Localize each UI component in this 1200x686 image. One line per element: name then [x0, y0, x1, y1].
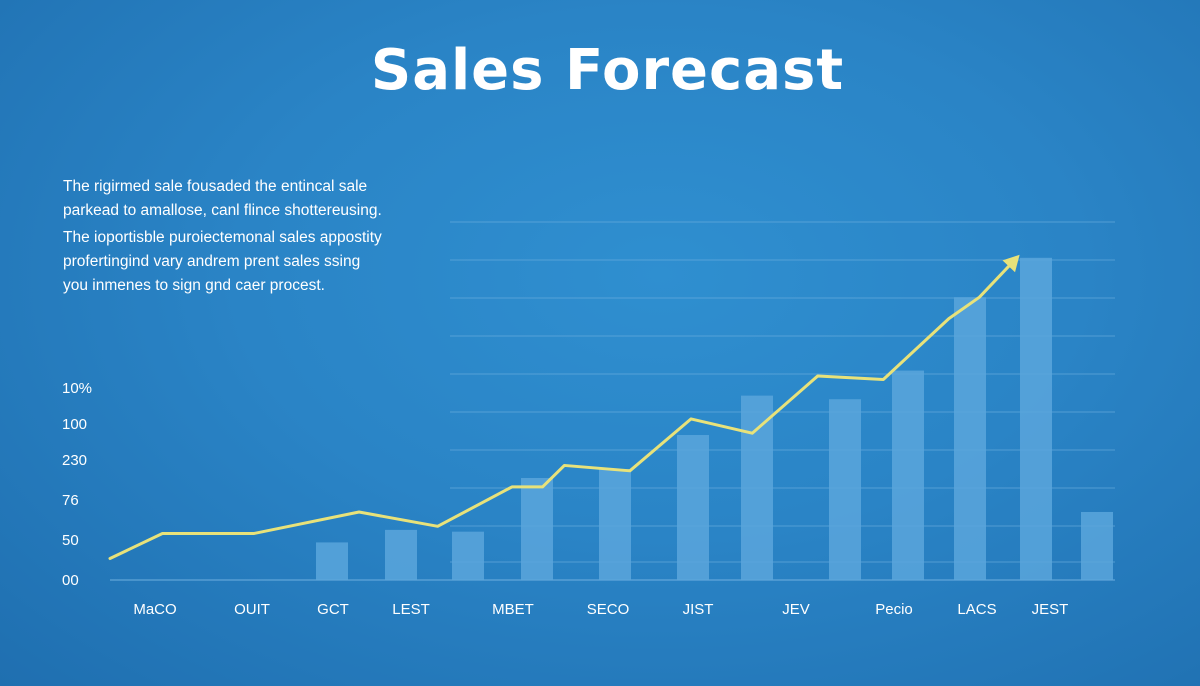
y-tick-label: 50: [62, 532, 79, 549]
x-tick-label: JIST: [683, 601, 714, 618]
bar: [385, 529, 417, 580]
bar: [741, 395, 773, 580]
bar: [521, 477, 553, 580]
description-line: parkead to amallose, canl flince shotter…: [63, 202, 382, 219]
trend-line-group: [108, 254, 1020, 561]
description-line: The rigirmed sale fousaded the entincal …: [63, 178, 368, 195]
x-tick-label: LACS: [957, 601, 996, 618]
x-axis-labels: MaCO OUIT GCT LEST MBET SECO JIST JEV Pecio LACS J…: [133, 601, 1068, 618]
description-line: profertingind vary andrem prent sales ss…: [63, 253, 361, 270]
bar: [316, 542, 348, 580]
x-tick-label: JEST: [1032, 601, 1069, 618]
x-tick-label: MBET: [492, 601, 534, 618]
bar: [1081, 511, 1113, 580]
description-paragraph-2: The ioportisble puroiectemonal sales app…: [63, 226, 403, 298]
bar: [829, 399, 861, 580]
y-tick-label: 230: [62, 452, 87, 469]
x-tick-label: MaCO: [133, 601, 176, 618]
bar: [452, 531, 484, 580]
x-tick-label: GCT: [317, 601, 349, 618]
y-tick-label: 00: [62, 572, 79, 589]
bar: [677, 435, 709, 580]
x-tick-label: OUIT: [234, 601, 270, 618]
bar: [892, 370, 924, 580]
description-line: you inmenes to sign gnd caer procest.: [63, 277, 325, 294]
chart-title: Sales Forecast: [370, 38, 845, 103]
bars: [316, 257, 1113, 580]
bar: [1020, 257, 1052, 580]
x-tick-label: JEV: [782, 601, 810, 618]
bar: [954, 297, 986, 580]
y-axis-labels: 00 50 76 230 100 10%: [62, 380, 92, 589]
x-tick-label: Pecio: [875, 601, 913, 618]
trend-line: [108, 263, 1012, 561]
trend-arrowhead: [1002, 254, 1020, 273]
y-tick-label: 76: [62, 492, 79, 509]
x-tick-label: SECO: [587, 601, 630, 618]
x-tick-label: LEST: [392, 601, 430, 618]
description-line: The ioportisble puroiectemonal sales app…: [63, 229, 382, 246]
y-tick-label: 100: [62, 416, 87, 433]
y-tick-label: 10%: [62, 380, 92, 397]
bar: [599, 469, 631, 580]
description-paragraph-1: The rigirmed sale fousaded the entincal …: [63, 175, 403, 223]
